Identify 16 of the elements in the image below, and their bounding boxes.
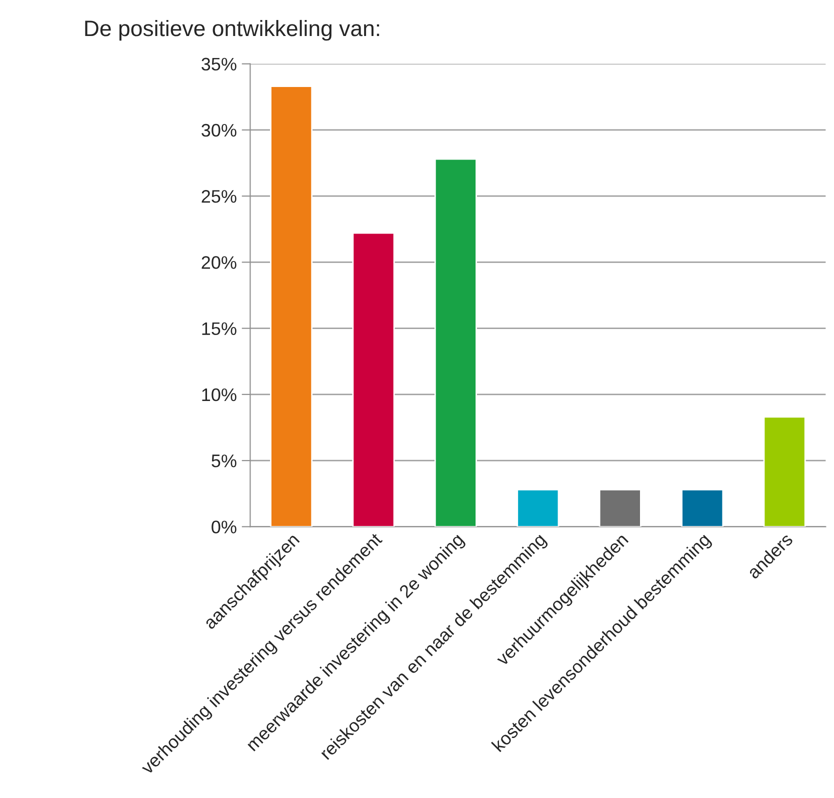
chart-title: De positieve ontwikkeling van:	[85, 20, 380, 41]
bar	[270, 86, 313, 527]
y-tick-label: 35%	[202, 58, 236, 71]
bar	[681, 488, 724, 527]
bar	[434, 158, 477, 527]
bar	[352, 232, 395, 527]
bar	[763, 416, 806, 527]
y-tick-label: 30%	[202, 124, 236, 137]
bar	[598, 488, 642, 527]
bar	[516, 488, 560, 527]
y-tick-label: 0%	[212, 520, 236, 534]
y-tick-label: 25%	[202, 190, 236, 203]
y-tick-label: 15%	[202, 322, 236, 336]
y-tick-label: 10%	[202, 388, 236, 402]
y-tick-label: 5%	[212, 454, 236, 468]
y-tick-label: 20%	[202, 256, 236, 269]
